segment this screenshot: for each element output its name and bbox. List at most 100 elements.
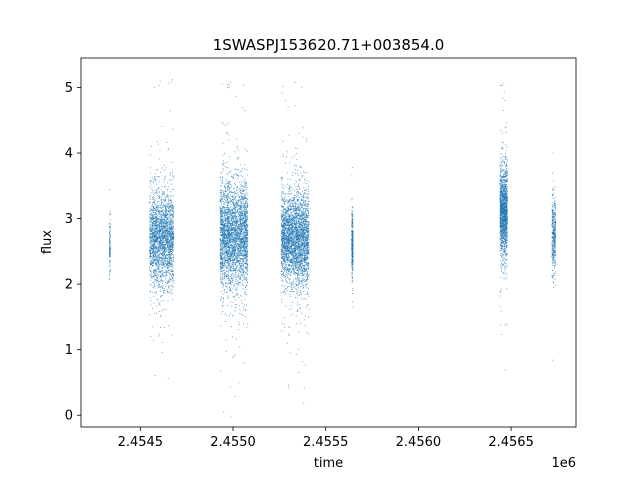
- data-point: [227, 275, 229, 277]
- data-point: [170, 234, 172, 236]
- data-point: [240, 170, 242, 172]
- data-point: [150, 252, 152, 254]
- data-point: [171, 237, 173, 238]
- data-point: [244, 220, 246, 222]
- data-point: [230, 256, 232, 257]
- data-point: [226, 225, 228, 227]
- data-point: [220, 228, 222, 229]
- data-point: [162, 294, 164, 296]
- data-point: [153, 248, 155, 250]
- data-point: [168, 201, 170, 203]
- data-point: [235, 233, 237, 235]
- data-point: [244, 253, 246, 255]
- data-point: [159, 244, 160, 246]
- data-point: [225, 187, 227, 189]
- data-point: [151, 237, 153, 239]
- data-point: [168, 261, 170, 263]
- data-point: [150, 255, 152, 257]
- data-point: [243, 230, 245, 232]
- data-point: [109, 269, 111, 271]
- data-point: [220, 244, 222, 246]
- data-point: [156, 229, 158, 231]
- data-point: [229, 268, 231, 270]
- data-point: [243, 244, 244, 246]
- data-point: [224, 186, 226, 188]
- data-point: [240, 225, 242, 227]
- data-point: [237, 276, 239, 278]
- data-point: [155, 225, 156, 227]
- data-point: [155, 256, 157, 258]
- data-point: [220, 190, 221, 192]
- data-point: [152, 282, 154, 283]
- data-point: [236, 276, 238, 278]
- data-point: [244, 212, 246, 214]
- data-point: [219, 250, 221, 252]
- data-point: [226, 274, 228, 275]
- data-point: [226, 214, 227, 216]
- data-point: [161, 233, 162, 235]
- data-point: [239, 224, 241, 226]
- data-point: [155, 247, 157, 249]
- data-point: [157, 268, 159, 270]
- data-point: [155, 208, 157, 210]
- data-point: [150, 213, 152, 215]
- data-point: [235, 262, 237, 264]
- data-point: [231, 230, 233, 232]
- data-point: [153, 222, 154, 224]
- data-point: [153, 196, 155, 198]
- data-point: [150, 275, 152, 277]
- data-point: [241, 208, 242, 210]
- data-point: [232, 195, 234, 197]
- data-point: [221, 196, 223, 198]
- data-point: [170, 210, 172, 212]
- data-point: [168, 186, 170, 188]
- data-point: [157, 277, 159, 279]
- data-point: [167, 204, 169, 206]
- data-point: [235, 172, 237, 174]
- data-point: [235, 222, 236, 224]
- data-point: [150, 213, 152, 215]
- data-point: [154, 208, 156, 210]
- data-point: [149, 241, 151, 243]
- data-point: [155, 218, 157, 220]
- data-point: [164, 191, 166, 193]
- data-point: [157, 209, 159, 211]
- data-point: [241, 181, 242, 183]
- data-point: [224, 212, 226, 214]
- data-point: [168, 211, 170, 212]
- data-point: [156, 243, 158, 245]
- data-point: [244, 195, 246, 196]
- data-point: [240, 183, 242, 185]
- data-point: [244, 223, 246, 224]
- data-point: [235, 196, 237, 198]
- data-point: [239, 206, 241, 208]
- data-point: [227, 204, 229, 206]
- data-point: [155, 248, 157, 250]
- data-point: [232, 267, 234, 269]
- data-point: [165, 271, 167, 272]
- data-point: [155, 258, 157, 260]
- data-point: [245, 291, 247, 293]
- data-point: [245, 219, 247, 221]
- data-point: [239, 257, 241, 259]
- data-point: [245, 278, 247, 280]
- data-point: [234, 226, 236, 228]
- data-point: [239, 226, 241, 228]
- data-point: [226, 209, 228, 211]
- data-point: [154, 240, 156, 242]
- data-point: [222, 220, 224, 221]
- data-point: [169, 191, 171, 193]
- data-point: [150, 243, 152, 244]
- data-point: [165, 271, 167, 273]
- data-point: [156, 237, 158, 239]
- data-point: [161, 220, 163, 222]
- data-point: [247, 186, 249, 188]
- data-point: [171, 179, 173, 180]
- data-point: [232, 198, 234, 200]
- data-point: [241, 253, 243, 255]
- data-point: [152, 234, 154, 236]
- data-point: [155, 216, 157, 218]
- data-point: [153, 228, 155, 230]
- data-point: [170, 280, 172, 282]
- data-point: [163, 199, 165, 201]
